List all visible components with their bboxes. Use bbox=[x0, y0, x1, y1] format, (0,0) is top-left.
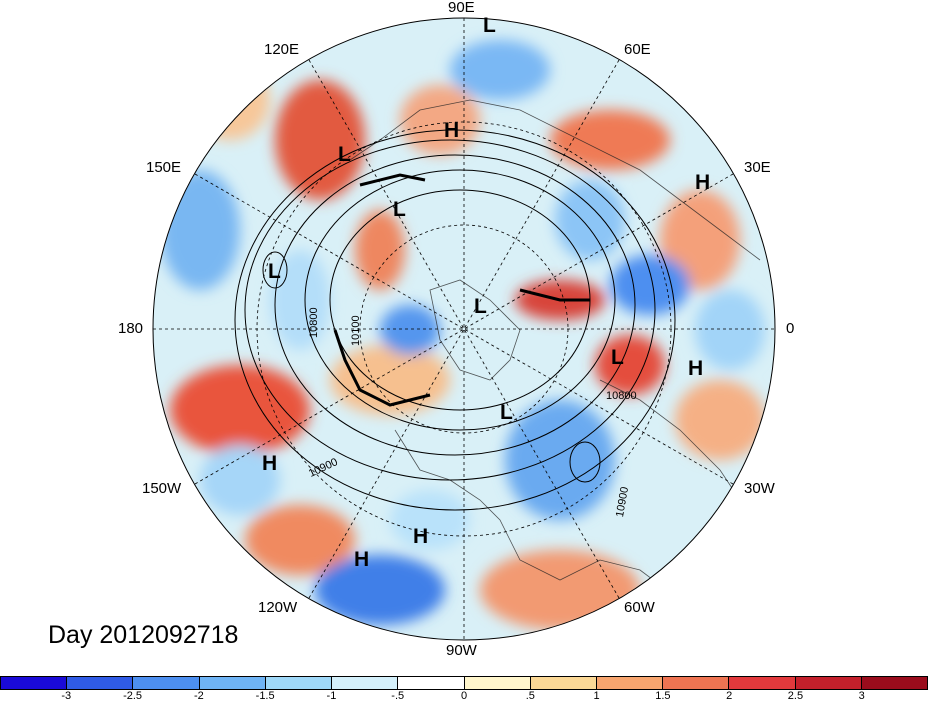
lon-label-30w: 30W bbox=[744, 480, 775, 497]
anomaly-field bbox=[153, 18, 775, 640]
colorbar-box bbox=[596, 677, 664, 689]
day-label: Day 2012092718 bbox=[48, 621, 239, 649]
colorbar-box bbox=[133, 677, 200, 689]
colorbar-box bbox=[729, 677, 796, 689]
colorbar-box bbox=[663, 677, 730, 689]
colorbar-tick-label: -2 bbox=[193, 690, 204, 702]
contour-label: 10800 bbox=[308, 307, 320, 338]
colorbar-tick-label: .5 bbox=[525, 690, 535, 702]
lon-label-180: 180 bbox=[118, 320, 144, 337]
colorbar-box bbox=[265, 677, 333, 689]
lon-label-150w: 150W bbox=[142, 480, 182, 497]
pressure-low: L bbox=[268, 260, 281, 283]
pressure-high: H bbox=[444, 119, 460, 142]
colorbar-box bbox=[1, 677, 68, 689]
pressure-high: H bbox=[413, 525, 429, 548]
lon-label-120w: 120W bbox=[258, 599, 298, 616]
lon-label-120e: 120E bbox=[264, 41, 300, 58]
colorbar-tick-label: 1 bbox=[593, 690, 600, 702]
pressure-low: L bbox=[483, 14, 496, 37]
lon-label-60e: 60E bbox=[624, 41, 651, 58]
colorbar-box bbox=[398, 677, 465, 689]
pressure-high: H bbox=[688, 357, 704, 380]
lon-label-150e: 150E bbox=[146, 159, 182, 176]
colorbar-box bbox=[67, 677, 134, 689]
colorbar bbox=[0, 676, 928, 690]
colorbar-tick-label: 2.5 bbox=[787, 690, 804, 702]
colorbar-box bbox=[861, 677, 928, 689]
pressure-low: L bbox=[474, 295, 487, 318]
colorbar-box bbox=[530, 677, 597, 689]
colorbar-tick-label: 2 bbox=[726, 690, 733, 702]
pressure-low: L bbox=[500, 401, 513, 424]
contour-label: 10800 bbox=[606, 390, 637, 402]
pressure-high: H bbox=[695, 171, 711, 194]
lon-label-30e: 30E bbox=[744, 159, 771, 176]
colorbar-tick-label: 3 bbox=[858, 690, 865, 702]
colorbar-tick-label: -1.5 bbox=[255, 690, 275, 702]
lon-label-0: 0 bbox=[786, 320, 795, 337]
colorbar-tick-label: 0 bbox=[460, 690, 468, 702]
pressure-low: L bbox=[338, 143, 351, 166]
colorbar-tick-label: -1 bbox=[326, 690, 337, 702]
colorbar-tick-label: -2.5 bbox=[123, 690, 143, 702]
lon-label-90e: 90E bbox=[448, 0, 475, 16]
colorbar-box bbox=[199, 677, 266, 689]
pressure-high: H bbox=[262, 452, 278, 475]
colorbar-tick-label: 1.5 bbox=[655, 690, 671, 702]
pressure-high: H bbox=[354, 548, 370, 571]
pressure-low: L bbox=[611, 346, 624, 369]
colorbar-tick-label: -3 bbox=[61, 690, 72, 702]
colorbar-box bbox=[332, 677, 399, 689]
pressure-low: L bbox=[393, 198, 406, 221]
colorbar-box bbox=[464, 677, 531, 689]
lon-label-60w: 60W bbox=[624, 599, 655, 616]
contour-label: 10100 bbox=[350, 315, 362, 346]
colorbar-box bbox=[795, 677, 862, 689]
colorbar-tick-label: -.5 bbox=[391, 690, 405, 702]
lon-label-90w: 90W bbox=[446, 642, 477, 659]
